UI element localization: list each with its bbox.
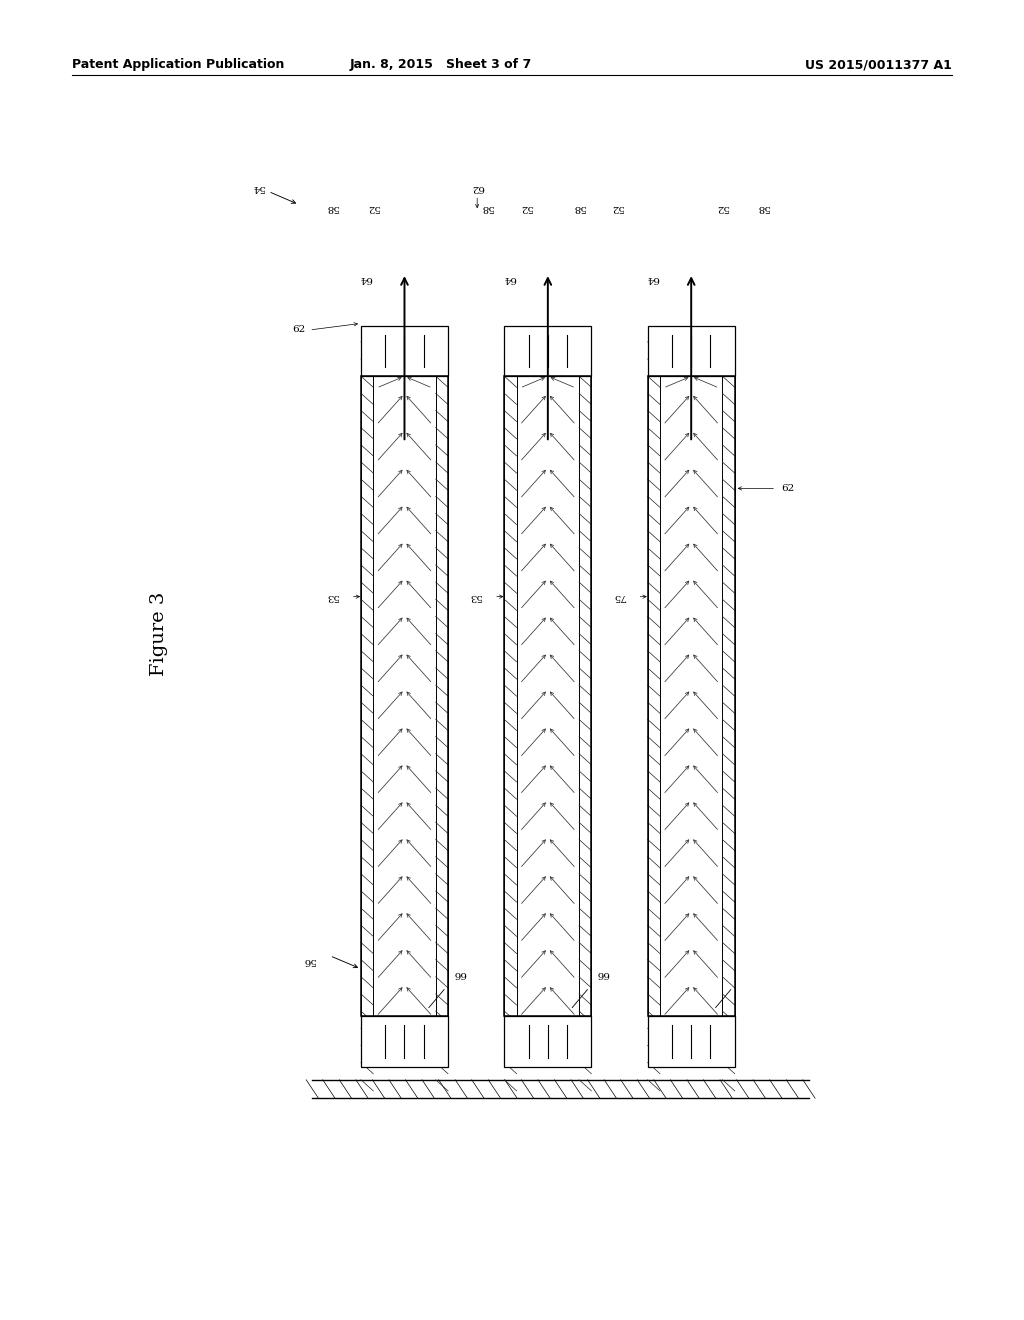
Text: 52: 52 — [520, 203, 534, 211]
Text: Jan. 8, 2015   Sheet 3 of 7: Jan. 8, 2015 Sheet 3 of 7 — [349, 58, 531, 71]
Text: 75: 75 — [612, 593, 626, 601]
Bar — [505, 1016, 592, 1067]
Text: 58: 58 — [572, 203, 586, 211]
Bar — [505, 376, 592, 1016]
Text: 53: 53 — [469, 593, 482, 601]
Bar — [648, 376, 735, 1016]
Text: 66: 66 — [596, 969, 609, 978]
Text: 52: 52 — [367, 203, 380, 211]
Text: 60: 60 — [427, 1014, 439, 1022]
Text: 58: 58 — [481, 203, 495, 211]
Text: 62: 62 — [781, 484, 795, 492]
Text: US 2015/0011377 A1: US 2015/0011377 A1 — [806, 58, 952, 71]
Bar — [648, 376, 660, 1016]
Bar — [361, 326, 449, 376]
Text: 52: 52 — [716, 203, 729, 211]
Bar — [436, 376, 449, 1016]
Text: 60: 60 — [570, 1014, 583, 1022]
Text: 64: 64 — [359, 275, 373, 282]
Text: 66: 66 — [453, 969, 466, 978]
Bar — [723, 376, 735, 1016]
Bar — [361, 376, 449, 1016]
Bar — [580, 376, 592, 1016]
Bar — [648, 1016, 735, 1067]
Text: 64: 64 — [503, 275, 516, 282]
Text: Patent Application Publication: Patent Application Publication — [72, 58, 284, 71]
Text: 58: 58 — [326, 203, 339, 211]
Text: 52: 52 — [610, 203, 624, 211]
Text: 53: 53 — [326, 593, 339, 601]
Text: Figure 3: Figure 3 — [150, 591, 168, 676]
Text: 56: 56 — [303, 957, 315, 965]
Text: 62: 62 — [292, 326, 305, 334]
Text: 58: 58 — [757, 203, 770, 211]
Bar — [361, 376, 374, 1016]
Bar — [505, 326, 592, 376]
Bar — [505, 376, 517, 1016]
Text: 62: 62 — [471, 183, 483, 191]
Bar — [361, 1016, 449, 1067]
Text: 54: 54 — [252, 183, 264, 191]
Bar — [648, 326, 735, 376]
Text: 60: 60 — [714, 1014, 726, 1022]
Text: 64: 64 — [646, 275, 659, 282]
